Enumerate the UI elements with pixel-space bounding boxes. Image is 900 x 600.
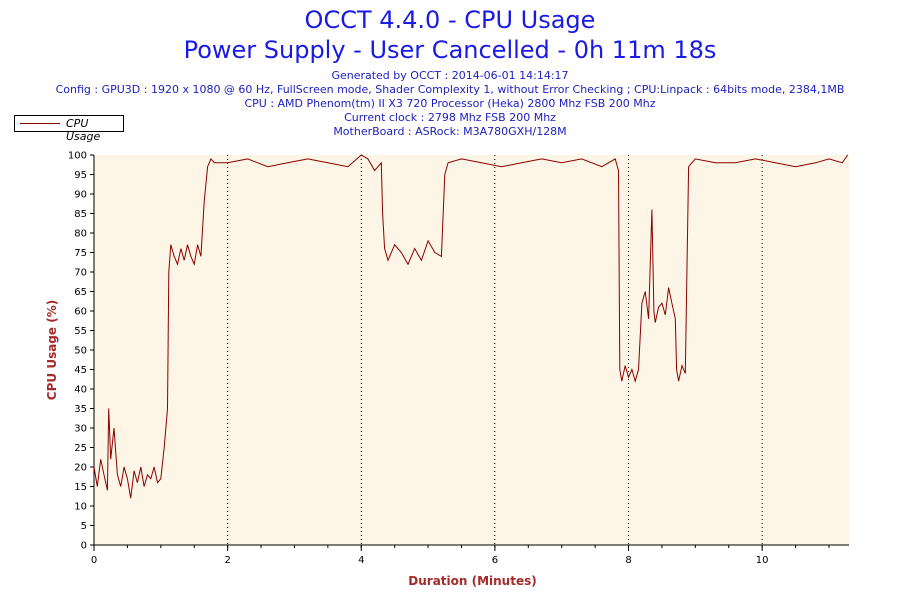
x-tick-label: 8	[625, 555, 631, 566]
y-axis-title: CPU Usage (%)	[45, 300, 59, 400]
y-tick-label: 30	[74, 424, 87, 435]
y-tick-label: 25	[74, 443, 87, 454]
info-clock: Current clock : 2798 Mhz FSB 200 Mhz	[344, 111, 556, 124]
y-tick-label: 5	[81, 521, 87, 532]
y-tick-label: 45	[74, 365, 87, 376]
info-generated: Generated by OCCT : 2014-06-01 14:14:17	[331, 69, 569, 82]
chart-subtitle: Power Supply - User Cancelled - 0h 11m 1…	[183, 36, 717, 64]
x-axis-title: Duration (Minutes)	[408, 574, 536, 588]
x-tick-label: 2	[224, 555, 230, 566]
y-tick-label: 60	[74, 307, 87, 318]
y-tick-label: 55	[74, 326, 87, 337]
y-tick-label: 20	[74, 463, 87, 474]
x-tick-label: 0	[91, 555, 97, 566]
legend: CPU Usage	[14, 115, 124, 143]
y-tick-label: 40	[74, 385, 87, 396]
y-tick-label: 0	[81, 541, 87, 552]
info-config: Config : GPU3D : 1920 x 1080 @ 60 Hz, Fu…	[55, 83, 845, 96]
x-tick-label: 4	[358, 555, 364, 566]
y-tick-label: 10	[74, 502, 87, 513]
y-tick-label: 100	[68, 151, 87, 162]
x-tick-label: 10	[756, 555, 769, 566]
y-tick-label: 50	[74, 346, 87, 357]
y-tick-label: 75	[74, 248, 87, 259]
legend-swatch	[20, 123, 60, 124]
info-motherboard: MotherBoard : ASRock: M3A780GXH/128M	[333, 125, 567, 138]
y-tick-label: 65	[74, 287, 87, 298]
y-tick-label: 15	[74, 482, 87, 493]
chart-title: OCCT 4.4.0 - CPU Usage	[304, 6, 596, 34]
info-cpu: CPU : AMD Phenom(tm) II X3 720 Processor…	[244, 97, 656, 110]
y-tick-label: 90	[74, 190, 87, 201]
y-tick-label: 80	[74, 229, 87, 240]
x-tick-label: 6	[492, 555, 498, 566]
y-tick-label: 70	[74, 268, 87, 279]
series-line-cpu-usage	[93, 154, 849, 499]
y-tick-label: 85	[74, 209, 87, 220]
legend-label: CPU Usage	[66, 117, 101, 143]
plot-area	[94, 155, 849, 545]
y-tick-label: 35	[74, 404, 87, 415]
y-tick-label: 95	[74, 170, 87, 181]
